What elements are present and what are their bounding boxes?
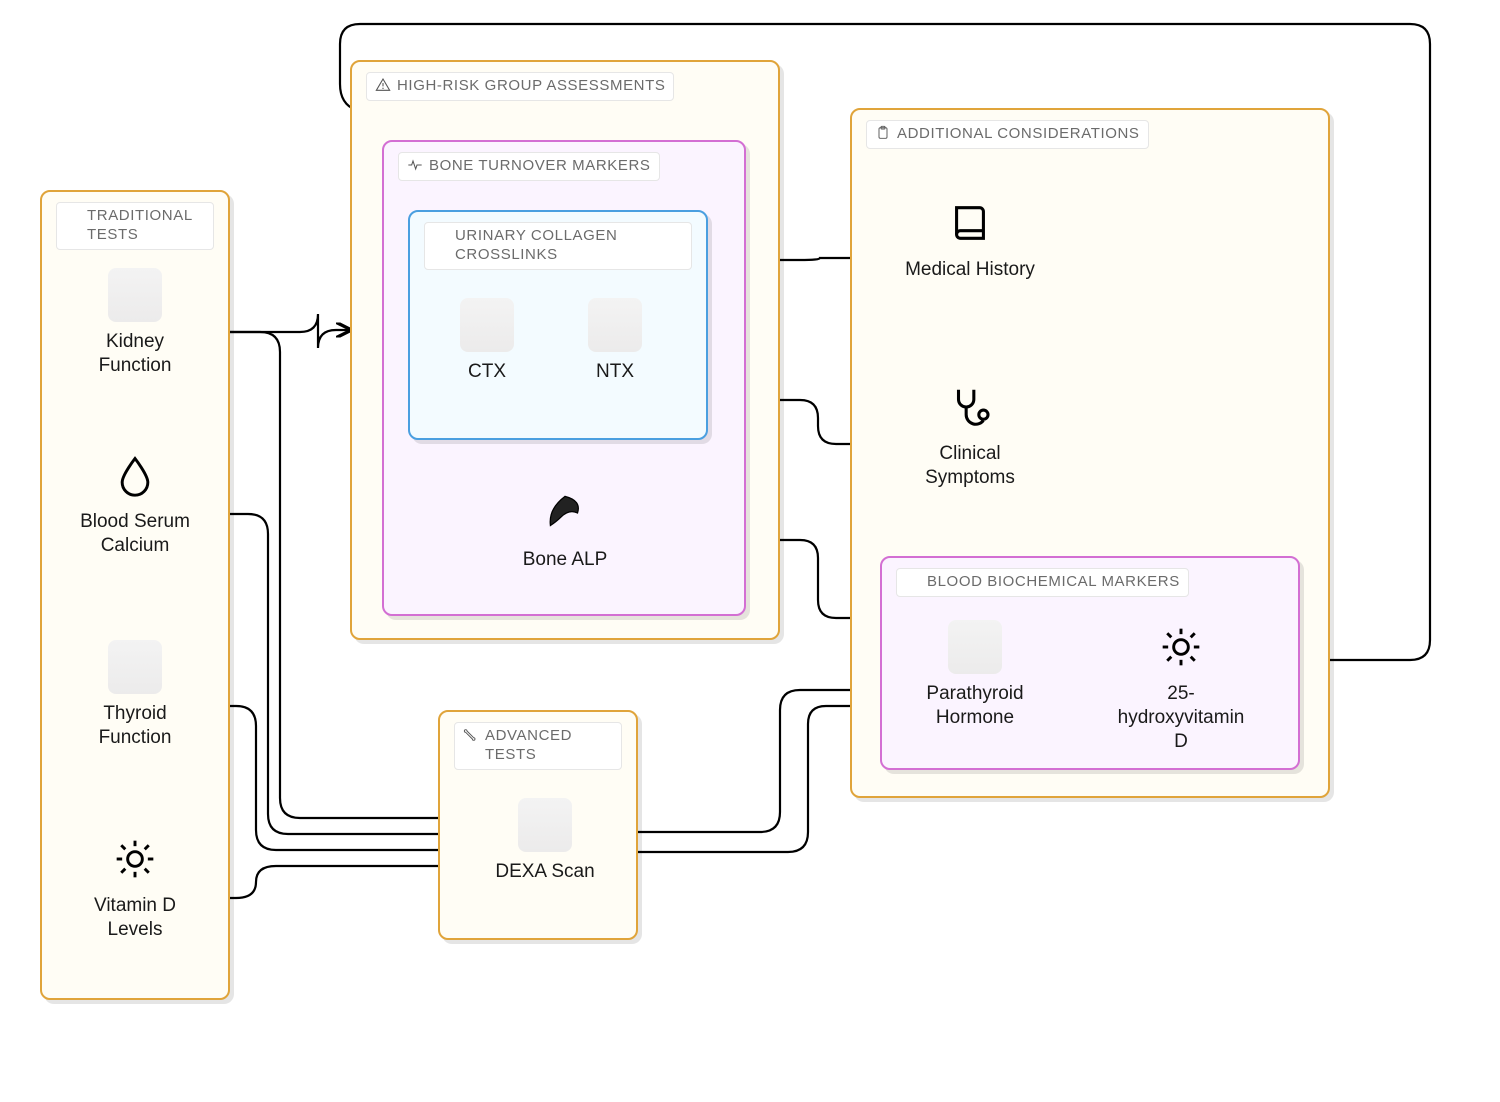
book-icon	[943, 196, 997, 250]
group-boneturnover-label: BONE TURNOVER MARKERS	[398, 152, 660, 181]
node-d25: 25-hydroxyvitamin D	[1096, 620, 1266, 753]
node-dexa: DEXA Scan	[490, 798, 600, 884]
thyroid-icon	[108, 640, 162, 694]
square-icon	[65, 207, 81, 223]
group-bloodbio-label: BLOOD BIOCHEMICAL MARKERS	[896, 568, 1189, 597]
drop-icon	[108, 448, 162, 502]
node-bonealp: Bone ALP	[490, 486, 640, 572]
warning-icon	[375, 77, 391, 93]
node-thyroid: Thyroid Function	[70, 640, 200, 750]
node-serum: Blood Serum Calcium	[70, 448, 200, 558]
node-medhist: Medical History	[900, 196, 1040, 282]
node-vitd: Vitamin D Levels	[70, 832, 200, 942]
node-ntx: NTX	[560, 298, 670, 384]
square-icon	[433, 227, 449, 243]
square-icon	[905, 573, 921, 589]
group-additional-label: ADDITIONAL CONSIDERATIONS	[866, 120, 1149, 149]
ctx-icon	[460, 298, 514, 352]
group-crosslinks-label: URINARY COLLAGEN CROSSLINKS	[424, 222, 692, 270]
sun-icon	[108, 832, 162, 886]
pulse-icon	[407, 157, 423, 173]
sun-icon	[1154, 620, 1208, 674]
dexa-icon	[518, 798, 572, 852]
horn-icon	[538, 486, 592, 540]
stethoscope-icon	[943, 380, 997, 434]
node-kidney: Kidney Function	[70, 268, 200, 378]
node-pth: Parathyroid Hormone	[900, 620, 1050, 730]
group-highrisk-label: HIGH-RISK GROUP ASSESSMENTS	[366, 72, 674, 101]
group-advanced-label: ADVANCED TESTS	[454, 722, 622, 770]
kidney-icon	[108, 268, 162, 322]
node-clinical: Clinical Symptoms	[900, 380, 1040, 490]
group-traditional-label: TRADITIONAL TESTS	[56, 202, 214, 250]
pth-icon	[948, 620, 1002, 674]
node-ctx: CTX	[432, 298, 542, 384]
ntx-icon	[588, 298, 642, 352]
clipboard-icon	[875, 125, 891, 141]
bone-icon	[463, 727, 479, 743]
